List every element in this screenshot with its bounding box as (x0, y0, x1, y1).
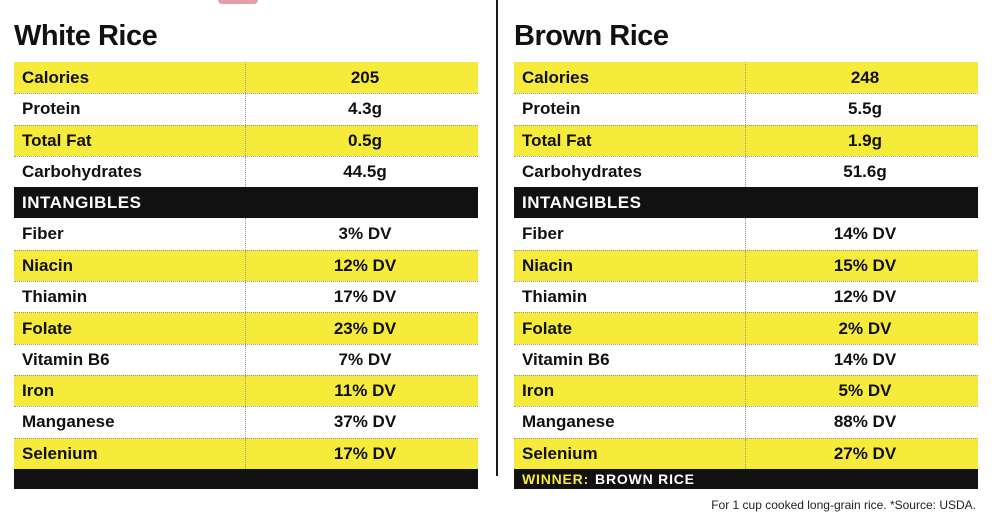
row-label: Iron (514, 375, 746, 407)
winner-value: BROWN RICE (595, 470, 695, 487)
row-label: Niacin (14, 250, 246, 282)
row-label: Protein (514, 94, 746, 125)
row-value: 15% DV (833, 255, 897, 275)
panel-divider (496, 0, 498, 476)
section-label: INTANGIBLES (22, 192, 142, 212)
row-label: Protein (14, 94, 246, 125)
brown-rice-title: Brown Rice (514, 20, 669, 52)
row-value: 27% DV (833, 443, 897, 463)
row-value: 17% DV (333, 443, 397, 463)
table-row: Calories 205 (14, 62, 478, 94)
table-row: Manganese 37% DV (14, 406, 478, 438)
table-row: Selenium 27% DV (514, 437, 978, 469)
intangibles-section-header: INTANGIBLES (514, 187, 978, 219)
table-row: Folate 23% DV (14, 312, 478, 344)
table-row: Calories 248 (514, 62, 978, 94)
row-value: 37% DV (333, 412, 397, 432)
row-value: 17% DV (333, 287, 397, 307)
row-value: 0.5g (347, 130, 383, 150)
white-rice-panel: White Rice Calories 205 Protein 4.3g Tot… (14, 16, 478, 489)
table-row: Carbohydrates 51.6g (514, 155, 978, 188)
row-value: 3% DV (338, 224, 392, 244)
row-value: 51.6g (843, 162, 887, 182)
table-row: Selenium 17% DV (14, 437, 478, 469)
row-label: Selenium (14, 438, 246, 469)
table-row: Thiamin 12% DV (514, 281, 978, 313)
row-label: Carbohydrates (14, 156, 246, 188)
table-row: Fiber 14% DV (514, 218, 978, 250)
table-row: Fiber 3% DV (14, 218, 478, 250)
row-label: Total Fat (514, 125, 746, 156)
white-rice-title: White Rice (14, 20, 158, 52)
row-label: Calories (14, 62, 246, 94)
row-value: 23% DV (333, 318, 397, 338)
row-value: 7% DV (338, 349, 392, 369)
row-value: 1.9g (847, 130, 883, 150)
row-value: 11% DV (334, 381, 396, 401)
row-label: Vitamin B6 (14, 344, 246, 375)
table-row: Vitamin B6 7% DV (14, 343, 478, 375)
source-footnote: For 1 cup cooked long-grain rice. *Sourc… (711, 498, 976, 512)
row-value: 2% DV (838, 318, 892, 338)
row-label: Total Fat (14, 125, 246, 156)
row-value: 5% DV (838, 381, 892, 401)
table-row: Thiamin 17% DV (14, 281, 478, 313)
table-row: Manganese 88% DV (514, 406, 978, 438)
table-row: Folate 2% DV (514, 312, 978, 344)
white-rice-table: Calories 205 Protein 4.3g Total Fat 0.5g… (14, 62, 478, 489)
table-row: Carbohydrates 44.5g (14, 155, 478, 188)
row-value: 88% DV (833, 412, 897, 432)
section-label: INTANGIBLES (522, 192, 642, 212)
brown-rice-table: Calories 248 Protein 5.5g Total Fat 1.9g… (514, 62, 978, 489)
row-label: Carbohydrates (514, 156, 746, 188)
row-value: 14% DV (833, 224, 897, 244)
table-row: Iron 5% DV (514, 374, 978, 407)
row-value: 12% DV (833, 287, 897, 307)
table-row: Iron 11% DV (14, 374, 478, 407)
intangibles-section-header: INTANGIBLES (14, 187, 478, 219)
table-row: Niacin 12% DV (14, 249, 478, 282)
table-row: Protein 4.3g (14, 93, 478, 125)
row-value: 205 (350, 67, 380, 87)
winner-key: WINNER: (522, 470, 590, 487)
row-value: 12% DV (333, 255, 397, 275)
table-row: Protein 5.5g (514, 93, 978, 125)
row-label: Iron (14, 375, 246, 407)
winner-banner: WINNER: BROWN RICE (514, 468, 978, 489)
table-row: Niacin 15% DV (514, 249, 978, 282)
top-decorative-accent (218, 0, 258, 4)
table-row: Total Fat 1.9g (514, 124, 978, 156)
row-label: Fiber (14, 218, 246, 250)
row-label: Thiamin (514, 282, 746, 313)
row-label: Manganese (514, 407, 746, 438)
row-value: 5.5g (847, 99, 883, 119)
table-row: Vitamin B6 14% DV (514, 343, 978, 375)
brown-rice-panel: Brown Rice Calories 248 Protein 5.5g Tot… (514, 16, 978, 489)
row-label: Selenium (514, 438, 746, 469)
table-row: Total Fat 0.5g (14, 124, 478, 156)
row-value: 14% DV (833, 349, 897, 369)
row-label: Calories (514, 62, 746, 94)
row-value: 44.5g (343, 162, 387, 182)
row-label: Vitamin B6 (514, 344, 746, 375)
row-label: Manganese (14, 407, 246, 438)
row-label: Niacin (514, 250, 746, 282)
row-label: Folate (514, 313, 746, 344)
table-footer-bar (14, 468, 478, 489)
row-value: 4.3g (347, 99, 383, 119)
row-value: 248 (850, 67, 880, 87)
row-label: Fiber (514, 218, 746, 250)
row-label: Thiamin (14, 282, 246, 313)
row-label: Folate (14, 313, 246, 344)
